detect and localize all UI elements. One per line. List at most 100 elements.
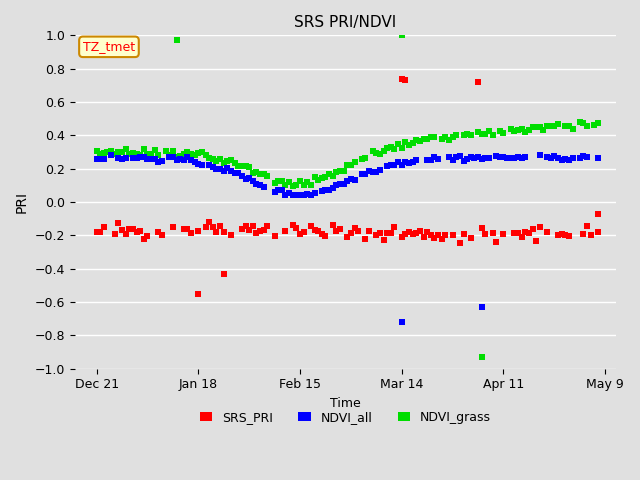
Point [447, 156, 458, 164]
Point [466, 132, 476, 139]
Point [433, 156, 444, 163]
Point [102, 148, 113, 156]
Point [332, 181, 342, 189]
Point [386, 161, 396, 168]
Point [397, 161, 407, 168]
Point [153, 158, 163, 166]
Point [451, 154, 461, 161]
Point [520, 129, 531, 136]
Point [204, 154, 214, 162]
Point [400, 76, 410, 84]
Point [516, 233, 527, 240]
Point [197, 161, 207, 169]
Point [287, 191, 298, 199]
Point [92, 147, 102, 155]
Point [222, 165, 232, 172]
Point [411, 156, 421, 164]
Point [128, 149, 138, 157]
Point [560, 231, 570, 239]
Point [582, 122, 592, 130]
Point [480, 154, 490, 162]
Point [237, 162, 247, 170]
Point [124, 225, 134, 233]
Point [120, 145, 131, 153]
Point [157, 157, 167, 165]
Point [382, 144, 392, 152]
Point [553, 155, 563, 162]
Point [488, 131, 498, 139]
Point [252, 180, 262, 188]
Point [560, 156, 570, 163]
Point [534, 223, 545, 231]
Point [92, 155, 102, 163]
Point [393, 141, 403, 148]
Point [252, 168, 262, 176]
Point [113, 154, 124, 162]
Point [120, 154, 131, 161]
Point [364, 168, 374, 175]
Point [259, 226, 269, 234]
Point [440, 231, 451, 239]
Point [298, 192, 308, 199]
Point [444, 136, 454, 144]
Point [444, 153, 454, 161]
Point [477, 224, 487, 231]
Point [397, 318, 407, 326]
Point [291, 224, 301, 231]
Point [226, 156, 236, 164]
Point [255, 181, 265, 189]
Point [433, 231, 444, 239]
Point [128, 154, 138, 162]
Point [248, 169, 258, 177]
Point [280, 191, 291, 199]
Point [182, 225, 193, 233]
Point [568, 125, 578, 132]
Point [408, 158, 418, 166]
Point [230, 159, 240, 167]
Point [328, 184, 338, 192]
Point [397, 32, 407, 39]
Point [506, 155, 516, 162]
Point [168, 153, 178, 161]
Point [117, 155, 127, 163]
Point [208, 163, 218, 171]
Point [179, 225, 189, 232]
Point [531, 123, 541, 131]
Point [161, 147, 171, 155]
Point [371, 168, 381, 176]
Point [287, 182, 298, 190]
Point [386, 229, 396, 237]
Point [455, 240, 465, 247]
Point [400, 138, 410, 146]
Point [553, 120, 563, 128]
Point [371, 231, 381, 239]
Point [306, 222, 316, 229]
Point [262, 222, 273, 229]
Point [411, 229, 421, 237]
Point [356, 155, 367, 163]
Point [360, 235, 371, 243]
Point [168, 224, 178, 231]
Point [306, 181, 316, 189]
Point [480, 230, 490, 238]
Point [153, 228, 163, 236]
Point [346, 175, 356, 182]
Point [204, 218, 214, 226]
Point [367, 168, 378, 176]
Point [397, 144, 407, 152]
Point [135, 151, 145, 159]
Point [219, 159, 229, 167]
Point [131, 155, 141, 162]
Point [280, 228, 291, 235]
Point [124, 150, 134, 157]
Point [99, 156, 109, 163]
Point [378, 147, 388, 155]
Point [462, 131, 472, 138]
Point [495, 154, 505, 161]
Point [128, 225, 138, 233]
Point [186, 229, 196, 237]
Point [415, 137, 425, 145]
Point [378, 236, 388, 244]
Point [276, 177, 287, 185]
Point [429, 234, 440, 242]
